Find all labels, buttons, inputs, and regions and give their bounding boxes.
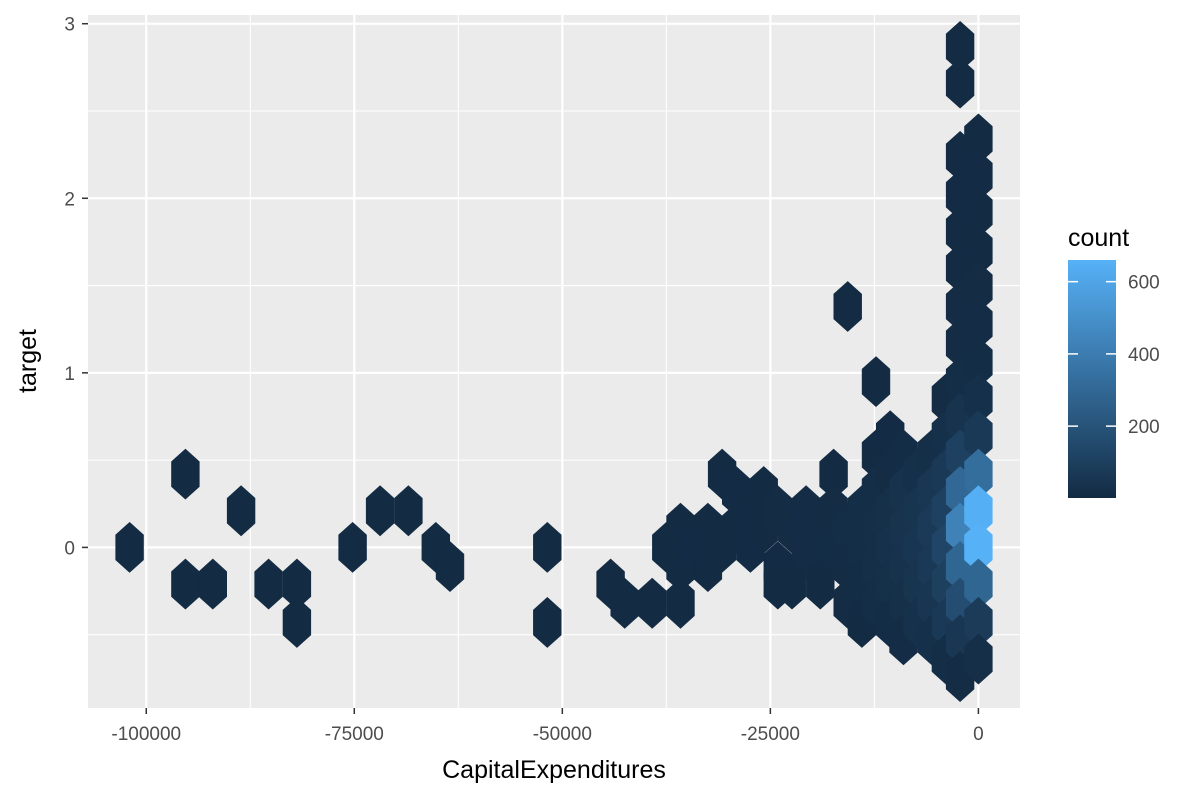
y-tick-label: 3	[64, 15, 75, 36]
hexbin-cell	[365, 485, 395, 537]
hexbin-cell	[533, 596, 562, 648]
hexbin-cell	[254, 558, 283, 610]
y-tick-label: 2	[64, 189, 75, 210]
hexbin-cell	[666, 577, 695, 629]
axis-layer: -100000 -75000 -50000 -25000 0 0 1 2 3	[64, 15, 983, 745]
legend-ticks: 200 400 600	[1068, 273, 1160, 438]
hexbin-cell	[338, 521, 367, 573]
x-tick-label: -75000	[325, 724, 384, 745]
x-tick-label: -25000	[741, 724, 800, 745]
hexbin-cell	[533, 521, 562, 573]
hexbin-cell	[945, 57, 975, 109]
legend-tick-label: 400	[1128, 345, 1160, 366]
hexbin-cell	[198, 558, 227, 610]
color-legend: count 200 400 600	[1068, 224, 1160, 498]
legend-colorbar	[1068, 260, 1116, 498]
y-tick-label: 1	[64, 364, 75, 385]
hexbin-cell	[226, 485, 256, 537]
x-tick-label: -50000	[533, 724, 592, 745]
y-tick-label: 0	[64, 538, 75, 559]
legend-tick-label: 600	[1128, 273, 1160, 294]
legend-tick-label: 200	[1128, 417, 1160, 438]
hexbin-cell	[435, 541, 465, 593]
x-tick-label: -100000	[111, 724, 181, 745]
hexbin-cell	[282, 596, 312, 648]
y-axis-title: target	[14, 329, 42, 393]
x-tick-label: 0	[973, 724, 984, 745]
hexbin-cell	[115, 521, 144, 573]
hexbin-cell	[394, 485, 423, 537]
legend-title: count	[1068, 224, 1129, 252]
hexbin-cell	[964, 633, 993, 685]
hexbin-cell	[833, 281, 862, 332]
hexbin-cell	[861, 356, 891, 408]
hexbin-cell	[637, 577, 667, 629]
grid-layer	[88, 15, 1020, 708]
hexbin-cell	[171, 448, 200, 500]
hexbin-layer	[115, 20, 993, 703]
x-axis-title: CapitalExpenditures	[442, 756, 666, 784]
